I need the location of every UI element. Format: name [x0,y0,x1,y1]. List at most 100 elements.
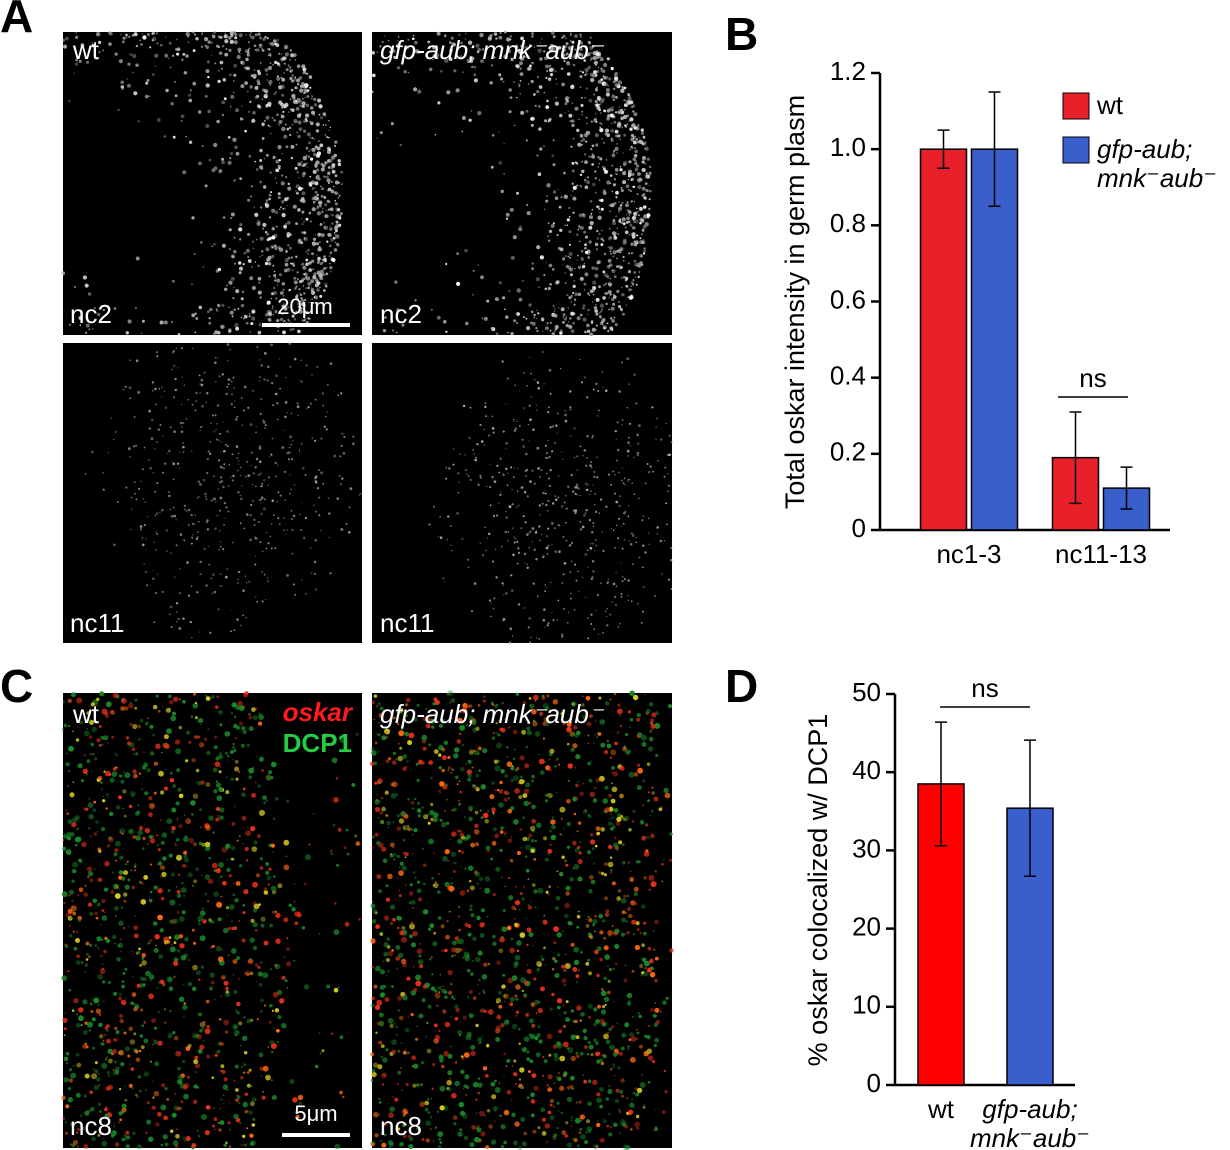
speckle [128,35,131,38]
speckle [297,84,299,86]
speckle [185,1136,191,1142]
speckle [83,1144,89,1149]
speckle [268,1020,272,1024]
speckle [612,470,615,473]
speckle [242,1035,248,1042]
speckle [166,976,173,983]
speckle [331,155,336,160]
speckle [338,474,341,478]
speckle [124,772,131,779]
speckle [135,1050,139,1054]
speckle [218,169,222,174]
speckle [642,566,644,569]
speckle [571,40,575,44]
speckle [321,210,324,214]
speckle [501,926,508,932]
speckle [447,515,450,518]
speckle [261,48,263,50]
speckle [292,262,295,266]
speckle [513,81,515,83]
speckle [142,498,144,500]
speckle [507,331,509,334]
speckle [663,540,665,542]
speckle [587,637,590,640]
speckle [613,120,617,124]
speckle [191,536,194,539]
speckle [320,167,325,172]
speckle [269,1004,273,1008]
speckle [444,849,450,855]
speckle [569,40,572,42]
speckle [626,407,629,409]
speckle [477,111,482,116]
speckle [638,265,641,268]
speckle [276,75,279,78]
speckle [215,758,217,760]
speckle [120,706,125,711]
speckle [594,103,597,106]
speckle [544,1123,550,1129]
speckle [648,189,652,193]
speckle [314,103,318,107]
speckle [283,429,286,432]
speckle [101,1062,108,1069]
speckle [513,319,517,323]
speckle [339,483,343,486]
speckle [461,130,463,133]
speckle [62,38,65,42]
speckle [568,45,572,50]
speckle [574,48,577,51]
speckle [305,258,309,262]
speckle [265,1074,271,1081]
speckle [277,1015,282,1020]
speckle [218,459,221,462]
speckle [205,45,209,49]
speckle [569,256,571,259]
speckle [607,283,610,285]
speckle [484,405,487,409]
speckle [273,119,276,122]
speckle [291,269,294,272]
speckle [265,247,270,252]
speckle [596,1092,601,1097]
speckle [492,514,495,517]
speckle [119,1118,122,1122]
speckle [159,511,161,513]
speckle [258,721,263,726]
speckle [256,834,261,839]
speckle [156,351,158,353]
speckle [580,96,583,99]
speckle [262,1090,265,1093]
speckle [116,754,118,757]
speckle [180,955,187,961]
speckle [536,309,538,312]
speckle [518,50,522,55]
speckle [605,616,608,618]
speckle [642,241,646,245]
speckle [198,161,202,166]
speckle [289,76,293,81]
speckle [147,843,149,846]
speckle [499,848,503,852]
speckle [71,899,74,902]
speckle [644,482,647,485]
speckle [235,151,240,156]
speckle [656,417,658,420]
speckle [636,178,642,183]
speckle [192,703,199,709]
speckle [510,937,514,940]
speckle [573,609,576,611]
speckle [521,438,524,441]
speckle [459,890,466,896]
speckle [300,359,302,361]
speckle [505,467,508,471]
speckle [561,635,564,638]
speckle [621,85,624,89]
speckle [618,80,622,85]
speckle [152,472,154,474]
speckle [227,759,229,761]
speckle [608,844,613,850]
speckle [101,963,104,965]
speckle [354,834,358,838]
speckle [283,319,286,322]
